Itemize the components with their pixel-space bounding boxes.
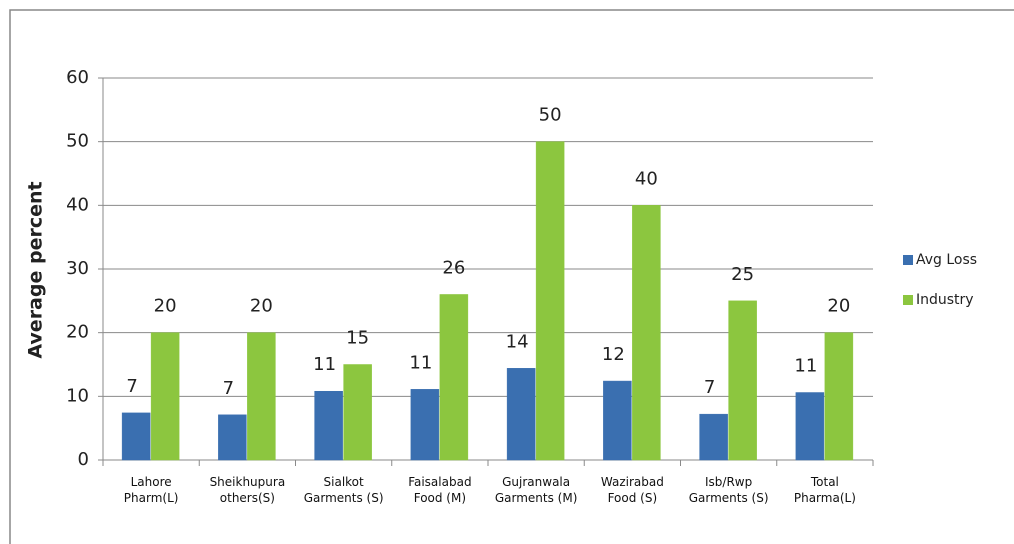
chart-border (9, 9, 1014, 544)
x-tick-label: Lahore Pharm(L) (123, 475, 179, 505)
data-label: 50 (539, 105, 562, 126)
legend-swatch (903, 295, 913, 305)
bar (150, 332, 180, 461)
y-tick-label: 0 (78, 449, 89, 470)
data-label: 7 (704, 377, 715, 398)
data-label: 14 (506, 331, 529, 352)
y-axis-label: Average percent (25, 181, 47, 358)
bar (410, 389, 440, 461)
data-label: 20 (154, 296, 177, 317)
x-tick-label: Gujranwala Garments (M) (494, 475, 578, 505)
y-tick-label: 40 (66, 194, 89, 215)
data-label: 40 (635, 168, 658, 189)
bar (728, 300, 757, 461)
data-label: 7 (126, 376, 137, 397)
bar (439, 294, 469, 461)
data-label: 15 (346, 328, 369, 349)
data-label: 11 (794, 356, 817, 377)
legend-swatch (903, 255, 913, 265)
bar (632, 205, 661, 461)
x-tick-label: Faisalabad Food (M) (408, 475, 472, 505)
bar (343, 364, 372, 461)
data-label: 20 (250, 296, 273, 317)
legend-label: Industry (916, 292, 974, 308)
x-tick-label: Wazirabad Food (S) (600, 475, 664, 505)
data-label: 11 (313, 354, 336, 375)
y-tick-label: 50 (66, 131, 89, 152)
y-tick-label: 10 (66, 385, 89, 406)
bar (314, 390, 343, 461)
bar (603, 380, 632, 461)
bar (218, 414, 247, 461)
data-label: 7 (223, 378, 234, 399)
bar (121, 412, 151, 461)
y-tick-label: 20 (66, 322, 89, 343)
bar (699, 413, 728, 461)
x-tick-label: Sheikhupura others(S) (209, 475, 286, 505)
x-tick-label: Sialkot Garments (S) (303, 475, 384, 505)
data-label: 20 (827, 296, 850, 317)
x-tick-label: Isb/Rwp Garments (S) (688, 475, 769, 505)
legend-label: Avg Loss (916, 252, 977, 268)
bar (506, 368, 536, 461)
data-label: 25 (731, 264, 754, 285)
x-tick-label: Total Pharma(L) (793, 475, 856, 505)
bar (795, 392, 825, 461)
data-label: 26 (442, 257, 465, 278)
bar (535, 141, 565, 461)
bar (247, 332, 276, 461)
bar (824, 332, 854, 461)
data-label: 11 (409, 352, 432, 373)
data-label: 12 (602, 344, 625, 365)
y-tick-label: 30 (66, 258, 89, 279)
y-tick-label: 60 (66, 67, 89, 88)
